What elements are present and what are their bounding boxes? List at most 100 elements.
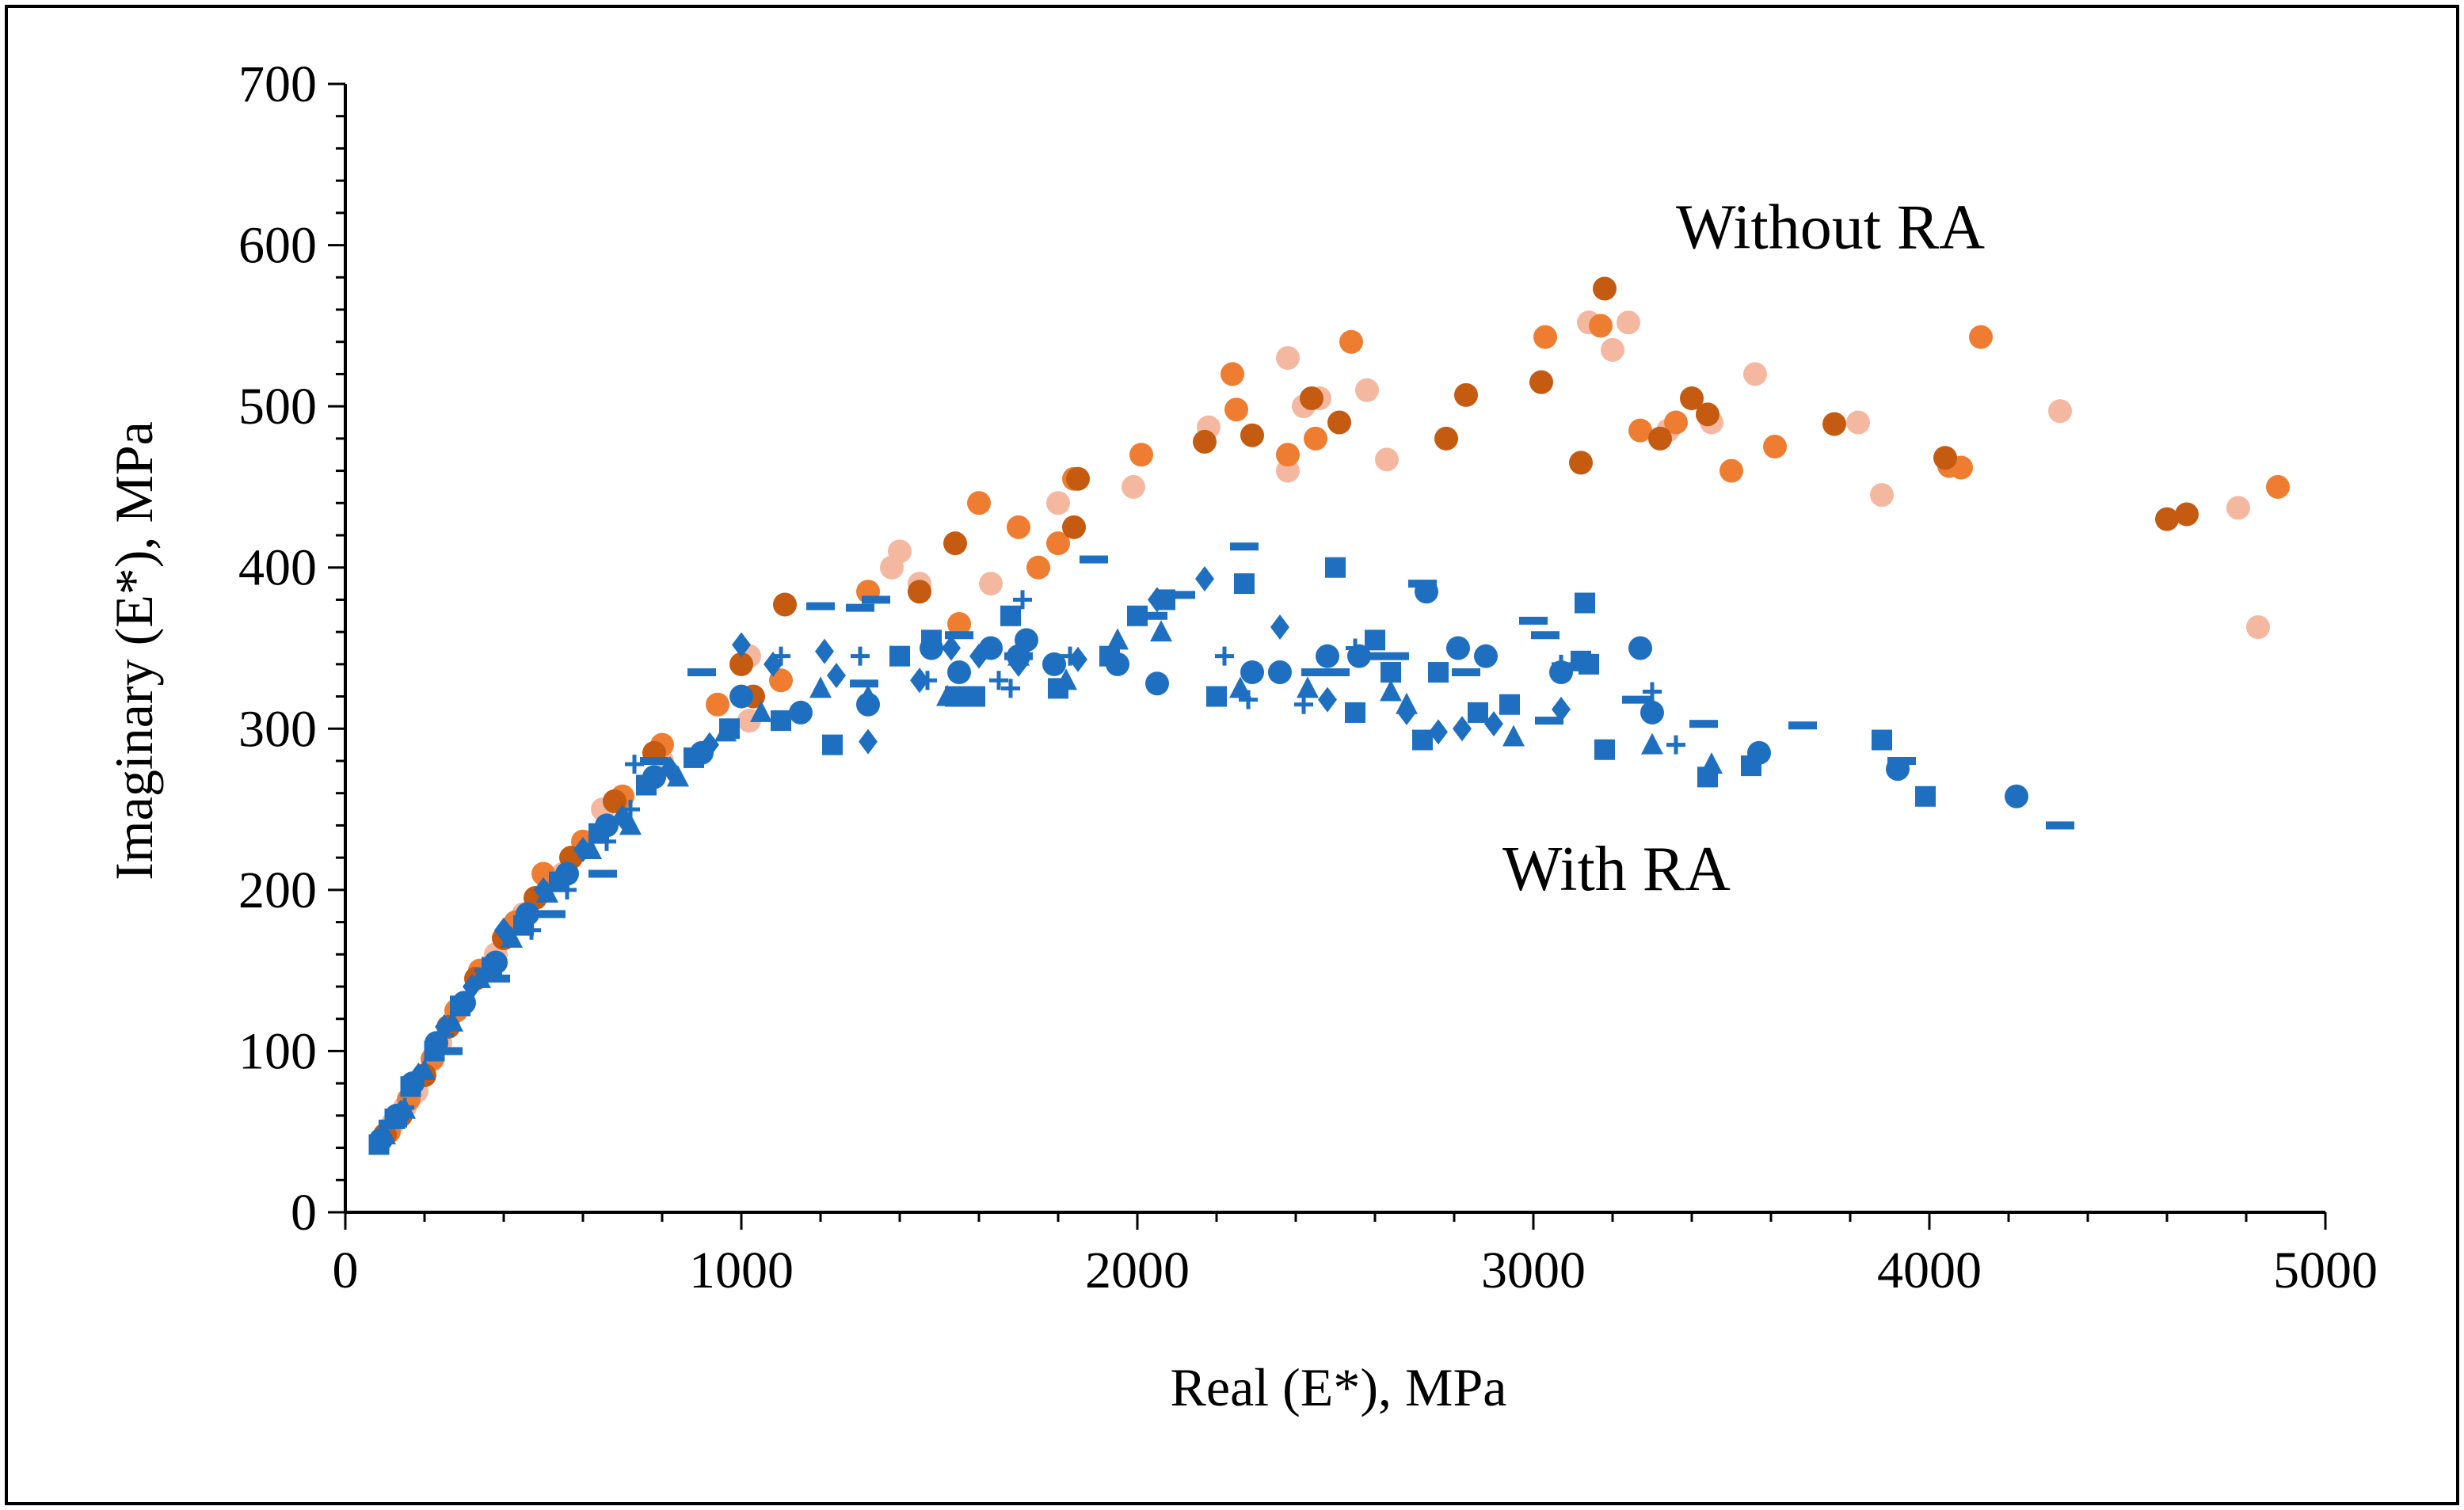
data-point [1240, 423, 1264, 447]
data-point [1240, 660, 1264, 685]
data-point [558, 880, 577, 900]
data-point [1055, 668, 1077, 690]
x-tick-label: 2000 [1085, 1242, 1190, 1299]
data-point [1428, 662, 1449, 683]
data-point [888, 539, 912, 564]
data-point [1689, 720, 1718, 728]
data-point [706, 692, 729, 717]
data-point [2226, 496, 2250, 520]
data-point [1680, 386, 1704, 410]
data-point [947, 660, 971, 685]
data-point [1468, 702, 1488, 723]
data-point [989, 671, 1008, 690]
series-with-ra-triangle [374, 620, 1723, 1145]
data-point [1474, 644, 1498, 668]
data-point [1353, 652, 1381, 660]
data-points [368, 276, 2290, 1155]
data-point [1763, 435, 1787, 459]
data-point [1453, 716, 1472, 742]
data-point [1846, 410, 1870, 435]
data-point [862, 595, 890, 604]
data-point [482, 974, 510, 983]
data-point [859, 728, 878, 755]
data-point [850, 679, 878, 688]
data-point [1000, 605, 1021, 626]
data-point [889, 645, 910, 667]
data-point [1643, 682, 1662, 702]
data-point [1700, 752, 1723, 774]
data-point [1046, 531, 1070, 556]
data-point [1822, 412, 1846, 436]
data-point [1569, 451, 1593, 475]
figure-frame [5, 5, 2459, 1505]
data-point [1375, 447, 1399, 472]
data-point [1571, 650, 1591, 671]
data-point [1080, 555, 1108, 564]
data-point [1870, 483, 1894, 508]
y-tick-label: 500 [238, 378, 317, 436]
data-point [1601, 337, 1624, 362]
data-point [1552, 696, 1571, 722]
data-point [1552, 654, 1571, 674]
data-point [732, 687, 751, 706]
data-point [945, 631, 973, 640]
data-point [771, 646, 790, 666]
data-point [1887, 757, 1916, 765]
series-with-ra-plus [395, 590, 1685, 1117]
data-point [1046, 491, 1070, 515]
y-axis-title: Imaginary (E*), MPa [104, 421, 164, 881]
data-point [1533, 325, 1557, 349]
data-point [1529, 370, 1553, 394]
data-point [1594, 739, 1615, 760]
data-point [1001, 679, 1020, 698]
data-point [1004, 652, 1033, 660]
data-point [1268, 660, 1292, 685]
data-point [1664, 410, 1688, 435]
data-point [1304, 426, 1327, 451]
data-point [750, 700, 772, 722]
data-point [2175, 502, 2199, 527]
data-point [846, 603, 874, 612]
data-point [1484, 711, 1503, 737]
data-point [1622, 695, 1651, 704]
series-with-ra-square [368, 557, 1936, 1155]
data-point [2046, 821, 2074, 830]
data-point [1666, 735, 1685, 755]
data-point [967, 491, 991, 515]
data-point [1122, 474, 1145, 499]
data-point [2246, 615, 2270, 640]
data-point [1380, 679, 1402, 702]
data-point [1229, 676, 1251, 698]
data-point [1276, 346, 1300, 371]
data-point [1408, 580, 1437, 588]
data-point [1412, 729, 1433, 751]
data-point [1195, 565, 1214, 591]
data-point [1318, 687, 1337, 713]
data-point [1346, 638, 1365, 658]
data-point [1316, 644, 1339, 668]
data-point [2155, 507, 2179, 531]
data-point [1215, 646, 1234, 666]
axes [344, 84, 2325, 1214]
data-point [1061, 646, 1080, 666]
data-point [2005, 784, 2028, 808]
data-point [501, 926, 523, 948]
data-point [1026, 555, 1050, 580]
data-point [1915, 785, 1936, 807]
data-point [1575, 592, 1595, 614]
x-tick-label: 0 [333, 1242, 359, 1299]
axis-ticks [328, 82, 2327, 1230]
data-point [1013, 590, 1032, 610]
data-point [769, 668, 793, 693]
data-point [2048, 399, 2072, 424]
data-point [580, 837, 602, 859]
data-point [603, 789, 626, 813]
data-point [1167, 591, 1195, 599]
x-tick-label: 5000 [2273, 1242, 2378, 1299]
data-point [1239, 690, 1258, 709]
data-point [636, 774, 657, 796]
data-point [942, 635, 961, 661]
y-tick-label: 200 [238, 861, 317, 919]
data-point [1193, 429, 1217, 454]
